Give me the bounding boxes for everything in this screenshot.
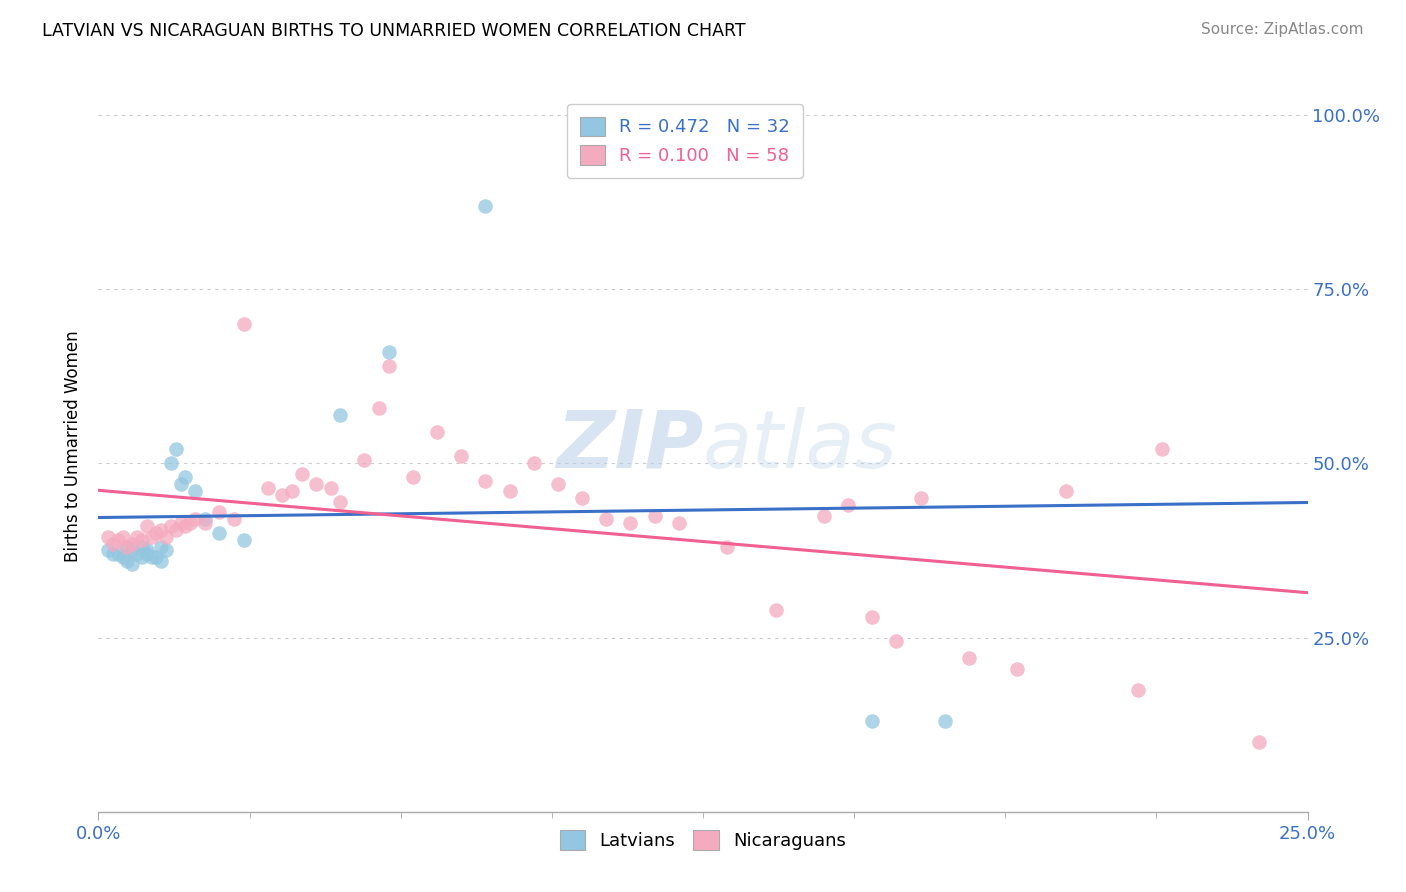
Point (1054, 484, 1077, 499)
Point (121, 543, 143, 558)
Point (117, 540, 139, 554)
Point (97, 543, 120, 558)
Point (131, 540, 153, 554)
Point (813, 508, 835, 523)
Point (155, 530, 177, 544)
Point (121, 558, 143, 572)
Point (595, 512, 617, 526)
Point (1152, 442, 1174, 457)
Point (135, 519, 157, 533)
Point (111, 550, 134, 565)
Point (135, 547, 157, 561)
Point (290, 467, 312, 481)
Point (256, 481, 278, 495)
Point (329, 408, 352, 422)
Point (141, 530, 163, 544)
Point (184, 484, 207, 499)
Point (319, 481, 342, 495)
Point (716, 540, 738, 554)
Point (117, 554, 139, 568)
Point (174, 470, 197, 484)
Point (150, 523, 173, 537)
Point (426, 425, 449, 439)
Point (107, 533, 129, 547)
Point (160, 519, 183, 533)
Point (353, 453, 375, 467)
Point (474, 474, 496, 488)
Point (571, 150, 593, 164)
Point (111, 530, 134, 544)
Point (174, 519, 197, 533)
Point (1128, 682, 1150, 697)
Point (377, 345, 399, 359)
Point (474, 199, 496, 213)
Legend: Latvians, Nicaraguans: Latvians, Nicaraguans (553, 823, 853, 857)
Point (131, 533, 153, 547)
Point (127, 530, 149, 544)
Point (165, 523, 187, 537)
Point (668, 516, 690, 530)
Point (131, 550, 153, 565)
Point (169, 477, 191, 491)
Point (571, 491, 593, 506)
Text: atlas: atlas (703, 407, 898, 485)
Point (222, 512, 245, 526)
Point (910, 491, 932, 506)
Point (957, 651, 980, 665)
Point (117, 540, 139, 554)
Point (644, 508, 666, 523)
Point (837, 498, 859, 512)
Point (179, 516, 201, 530)
Point (184, 512, 207, 526)
Point (165, 442, 187, 457)
Point (547, 477, 569, 491)
Point (150, 540, 173, 554)
Point (377, 359, 399, 373)
Point (1249, 735, 1271, 749)
Point (232, 533, 254, 547)
Point (860, 714, 883, 728)
Text: LATVIAN VS NICARAGUAN BIRTHS TO UNMARRIED WOMEN CORRELATION CHART: LATVIAN VS NICARAGUAN BIRTHS TO UNMARRIE… (42, 22, 745, 40)
Point (150, 554, 173, 568)
Point (450, 450, 472, 464)
Text: Source: ZipAtlas.com: Source: ZipAtlas.com (1201, 22, 1364, 37)
Point (141, 550, 163, 565)
Point (194, 516, 217, 530)
Point (169, 516, 191, 530)
Point (160, 457, 183, 471)
Point (329, 494, 352, 508)
Point (101, 536, 124, 550)
Point (860, 609, 883, 624)
Point (886, 634, 908, 648)
Text: ZIP: ZIP (555, 407, 703, 485)
Point (127, 547, 149, 561)
Point (208, 526, 231, 541)
Point (523, 457, 546, 471)
Point (1007, 662, 1029, 676)
Point (498, 484, 520, 499)
Point (934, 714, 956, 728)
Point (121, 536, 143, 550)
Point (765, 603, 787, 617)
Point (271, 488, 294, 502)
Point (402, 470, 425, 484)
Point (145, 526, 167, 541)
Point (101, 547, 124, 561)
Point (107, 547, 129, 561)
Point (194, 512, 217, 526)
Point (145, 550, 167, 565)
Point (97, 530, 120, 544)
Point (281, 484, 304, 499)
Y-axis label: Births to Unmarried Women: Births to Unmarried Women (65, 330, 83, 562)
Point (619, 516, 641, 530)
Point (155, 543, 177, 558)
Point (208, 505, 231, 519)
Point (305, 477, 328, 491)
Point (135, 543, 157, 558)
Point (232, 317, 254, 331)
Point (368, 401, 391, 415)
